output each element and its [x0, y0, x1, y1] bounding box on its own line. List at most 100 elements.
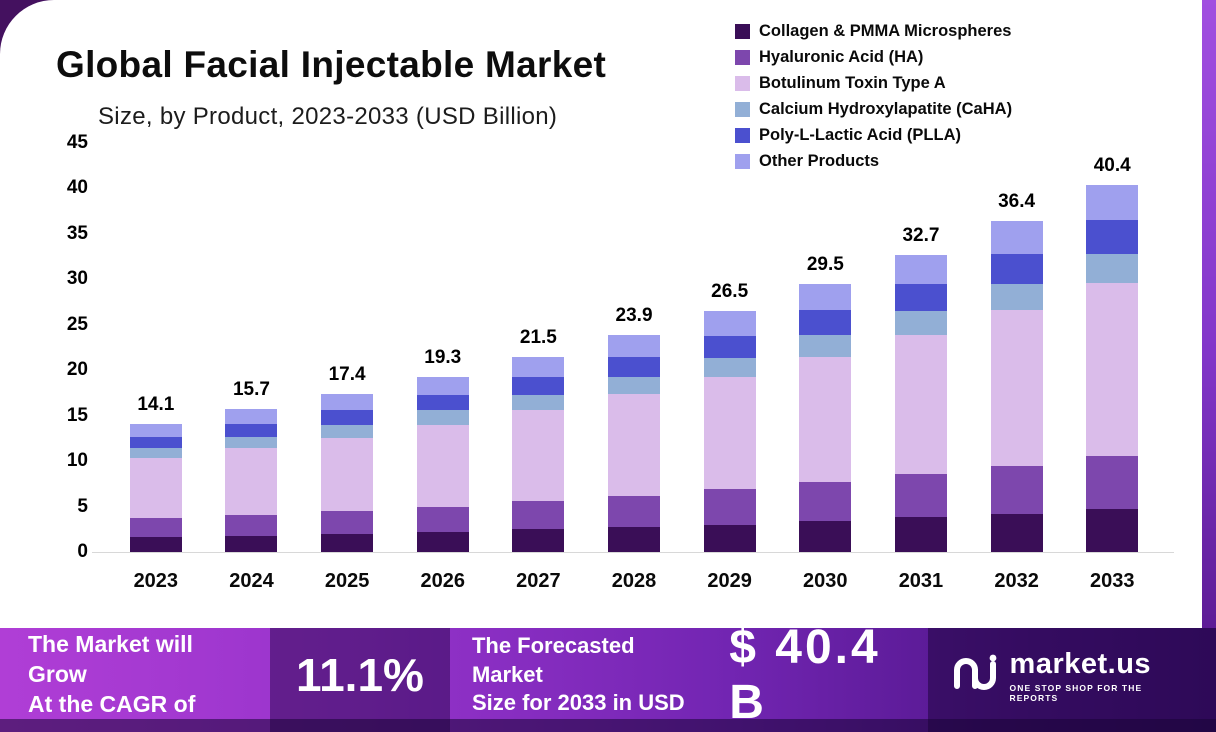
- chart-legend: Collagen & PMMA Microspheres Hyaluronic A…: [735, 20, 1012, 172]
- bar-column-2032: 36.4: [969, 143, 1065, 552]
- x-axis-label: 2027: [516, 570, 561, 592]
- bar-total-label: 32.7: [902, 224, 940, 246]
- y-axis: 0 5 10 15 20 25 30 35 40 45: [38, 132, 88, 562]
- bar-total-label: 15.7: [232, 379, 270, 401]
- bar-segment-botulinum-toxin-type-a: [512, 410, 565, 502]
- stacked-bar: [129, 423, 182, 552]
- bar-segment-other-products: [799, 283, 852, 311]
- bar-segment-botulinum-toxin-type-a: [990, 310, 1043, 466]
- legend-label: Calcium Hydroxylapatite (CaHA): [759, 99, 1013, 118]
- bar-segment-calcium-hydroxylapatite-caha: [321, 424, 374, 438]
- bar-column-2027: 21.5: [491, 143, 587, 552]
- bar-segment-collagen-pmma-microspheres: [321, 533, 374, 552]
- brand-text: market.us ONE STOP SHOP FOR THE REPORTS: [1010, 648, 1186, 703]
- stacked-bar: [416, 376, 469, 552]
- bar-column-2025: 17.4: [299, 143, 395, 552]
- bar-segment-botulinum-toxin-type-a: [703, 376, 756, 490]
- legend-swatch: [735, 23, 750, 39]
- legend-item-poly-l-lactic-acid-plla: Poly-L-Lactic Acid (PLLA): [735, 124, 1012, 146]
- bar-segment-collagen-pmma-microspheres: [894, 517, 947, 552]
- legend-swatch: [735, 127, 750, 143]
- bar-segment-botulinum-toxin-type-a: [416, 424, 469, 507]
- stacked-bar: [894, 254, 947, 552]
- brand-name: market.us: [1009, 647, 1152, 680]
- bar-column-2031: 32.7: [873, 143, 969, 552]
- bar-total-label: 36.4: [998, 191, 1036, 213]
- bar-segment-collagen-pmma-microspheres: [990, 513, 1043, 552]
- bar-segment-other-products: [321, 393, 374, 411]
- stacked-bar: [1086, 184, 1139, 552]
- bar-group: 14.1 15.7 17.4 19.3 21.5 23.9 26.5 29.5 32.7 36.4…: [108, 143, 1160, 552]
- bar-segment-hyaluronic-acid-ha: [894, 473, 947, 518]
- cagr-caption-line1: The Market will Grow: [28, 631, 193, 688]
- bar-segment-botulinum-toxin-type-a: [894, 334, 947, 474]
- bar-segment-collagen-pmma-microspheres: [416, 532, 469, 552]
- bar-segment-hyaluronic-acid-ha: [990, 465, 1043, 514]
- x-axis-label: 2032: [994, 570, 1039, 592]
- bar-total-label: 14.1: [137, 393, 175, 415]
- stacked-bar: [321, 393, 374, 552]
- bar-segment-botulinum-toxin-type-a: [129, 458, 182, 519]
- x-axis-label: 2023: [133, 570, 179, 592]
- legend-swatch: [735, 49, 750, 65]
- forecast-caption-line1: The Forecasted Market: [471, 633, 635, 687]
- legend-item-hyaluronic-acid-ha: Hyaluronic Acid (HA): [735, 46, 1012, 68]
- forecast-value: $ 40.4 B: [729, 621, 881, 729]
- bar-segment-other-products: [703, 311, 756, 336]
- bar-segment-poly-l-lactic-acid-plla: [608, 356, 661, 377]
- bar-segment-collagen-pmma-microspheres: [129, 537, 182, 552]
- bar-segment-collagen-pmma-microspheres: [799, 521, 852, 552]
- legend-item-calcium-hydroxylapatite-caha: Calcium Hydroxylapatite (CaHA): [735, 98, 1012, 120]
- bar-column-2023: 14.1: [108, 143, 204, 552]
- x-axis-label: 2025: [324, 570, 370, 592]
- bar-segment-other-products: [1086, 184, 1139, 221]
- bar-segment-poly-l-lactic-acid-plla: [129, 436, 182, 449]
- bar-segment-other-products: [894, 254, 947, 284]
- page-subtitle: Size, by Product, 2023-2033 (USD Billion…: [98, 103, 558, 130]
- bar-segment-poly-l-lactic-acid-plla: [512, 376, 565, 395]
- bar-segment-other-products: [990, 221, 1043, 254]
- bar-column-2030: 29.5: [777, 143, 873, 552]
- bar-segment-calcium-hydroxylapatite-caha: [129, 448, 182, 459]
- bar-column-2026: 19.3: [395, 143, 491, 552]
- bar-segment-hyaluronic-acid-ha: [608, 495, 661, 527]
- brand-tagline: ONE STOP SHOP FOR THE REPORTS: [1009, 682, 1143, 703]
- stacked-bar: [608, 334, 661, 552]
- y-axis-tick-label: 5: [77, 495, 88, 517]
- legend-item-other-products: Other Products: [735, 150, 1012, 172]
- marketus-logo-icon: [952, 652, 998, 699]
- x-axis-label: 2024: [229, 570, 274, 592]
- bar-column-2028: 23.9: [586, 143, 682, 552]
- bar-segment-botulinum-toxin-type-a: [321, 437, 374, 512]
- bar-total-label: 17.4: [328, 363, 366, 385]
- y-axis-tick-label: 35: [66, 222, 88, 244]
- bar-segment-botulinum-toxin-type-a: [225, 448, 278, 515]
- y-axis-tick-label: 40: [66, 177, 88, 199]
- corner-accent: [0, 0, 54, 54]
- legend-label: Poly-L-Lactic Acid (PLLA): [759, 125, 961, 144]
- y-axis-tick-label: 10: [66, 450, 88, 472]
- bar-segment-poly-l-lactic-acid-plla: [703, 335, 756, 358]
- bar-segment-poly-l-lactic-acid-plla: [416, 394, 469, 411]
- stacked-bar: [799, 283, 852, 552]
- bar-segment-hyaluronic-acid-ha: [703, 489, 756, 525]
- forecast-caption: The Forecasted Market Size for 2033 in U…: [472, 628, 703, 732]
- bar-total-label: 29.5: [806, 253, 844, 275]
- legend-swatch: [735, 101, 750, 117]
- legend-label: Botulinum Toxin Type A: [759, 73, 946, 92]
- legend-label: Collagen & PMMA Microspheres: [759, 21, 1012, 40]
- legend-item-collagen-pmma-microspheres: Collagen & PMMA Microspheres: [735, 20, 1012, 42]
- y-axis-tick-label: 15: [66, 404, 88, 426]
- bar-segment-poly-l-lactic-acid-plla: [799, 310, 852, 335]
- bar-column-2033: 40.4: [1064, 143, 1160, 552]
- bar-segment-calcium-hydroxylapatite-caha: [703, 357, 756, 377]
- y-axis-tick-label: 25: [66, 313, 88, 335]
- bar-segment-poly-l-lactic-acid-plla: [990, 253, 1043, 284]
- x-axis-labels: 2023 2024 2025 2026 2027 2028 2029 2030 2031 2032…: [108, 570, 1160, 593]
- stacked-bar: [703, 311, 756, 552]
- y-axis-tick-label: 20: [66, 359, 88, 381]
- bar-total-label: 40.4: [1093, 154, 1131, 176]
- bar-total-label: 26.5: [711, 281, 749, 303]
- bar-total-label: 19.3: [424, 346, 462, 368]
